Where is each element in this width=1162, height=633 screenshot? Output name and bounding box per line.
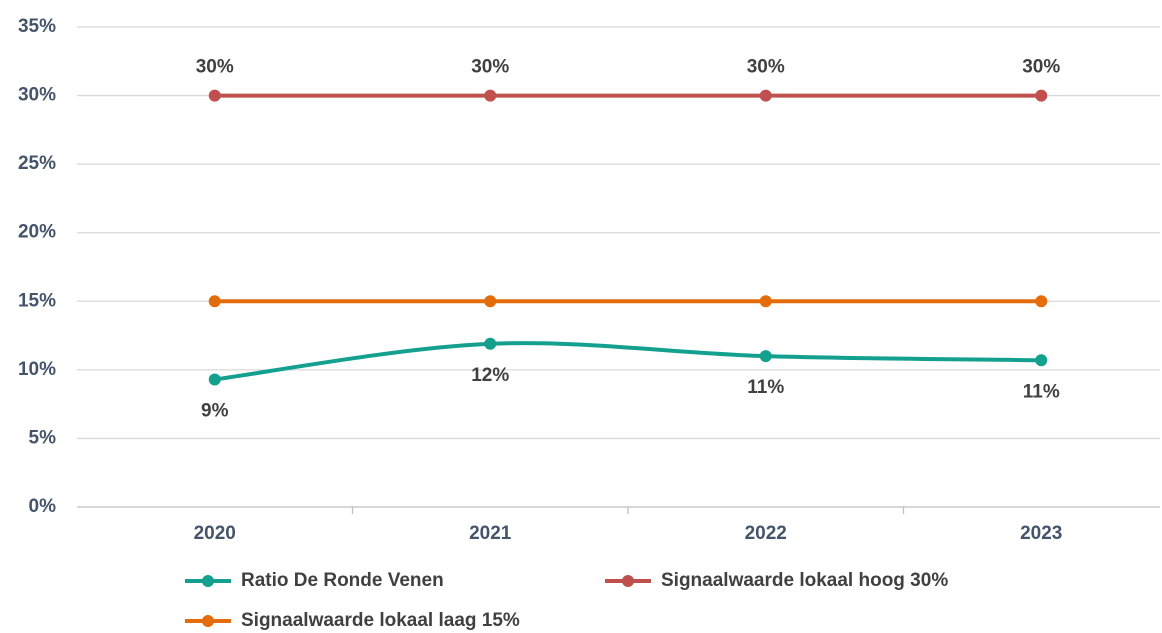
data-label: 11% bbox=[1023, 381, 1060, 402]
point bbox=[208, 295, 221, 308]
x-tick-label: 2022 bbox=[745, 523, 787, 544]
point bbox=[759, 350, 772, 363]
point bbox=[1035, 295, 1048, 308]
y-tick-label: 25% bbox=[18, 153, 56, 174]
point bbox=[208, 89, 221, 102]
point bbox=[759, 89, 772, 102]
y-tick-label: 10% bbox=[18, 359, 56, 380]
x-tick-label: 2023 bbox=[1020, 523, 1062, 544]
x-tick-label: 2021 bbox=[469, 523, 512, 544]
legend-label: Signaalwaarde lokaal hoog 30% bbox=[661, 570, 948, 591]
legend-marker bbox=[202, 615, 214, 627]
data-label: 9% bbox=[201, 400, 229, 421]
y-tick-label: 20% bbox=[18, 222, 56, 243]
data-label: 30% bbox=[747, 57, 785, 78]
legend-label: Ratio De Ronde Venen bbox=[241, 570, 444, 591]
data-label: 30% bbox=[196, 57, 234, 78]
series-line bbox=[214, 341, 1042, 382]
legend-label: Signaalwaarde lokaal laag 15% bbox=[241, 610, 520, 631]
data-label: 12% bbox=[471, 365, 509, 386]
point bbox=[208, 373, 221, 386]
point bbox=[484, 295, 497, 308]
point bbox=[484, 337, 497, 350]
y-tick-label: 35% bbox=[18, 16, 56, 37]
legend-marker bbox=[622, 575, 634, 587]
y-tick-label: 5% bbox=[29, 427, 57, 448]
point bbox=[484, 89, 497, 102]
data-label: 30% bbox=[471, 57, 509, 78]
y-tick-label: 15% bbox=[18, 290, 56, 311]
y-tick-label: 0% bbox=[29, 496, 57, 517]
data-label: 30% bbox=[1022, 57, 1060, 78]
x-tick-label: 2020 bbox=[194, 523, 236, 544]
point bbox=[759, 295, 772, 308]
point bbox=[1035, 89, 1048, 102]
point bbox=[1035, 354, 1048, 367]
legend-marker bbox=[202, 575, 214, 587]
y-tick-label: 30% bbox=[18, 85, 56, 106]
data-label: 11% bbox=[747, 377, 784, 398]
